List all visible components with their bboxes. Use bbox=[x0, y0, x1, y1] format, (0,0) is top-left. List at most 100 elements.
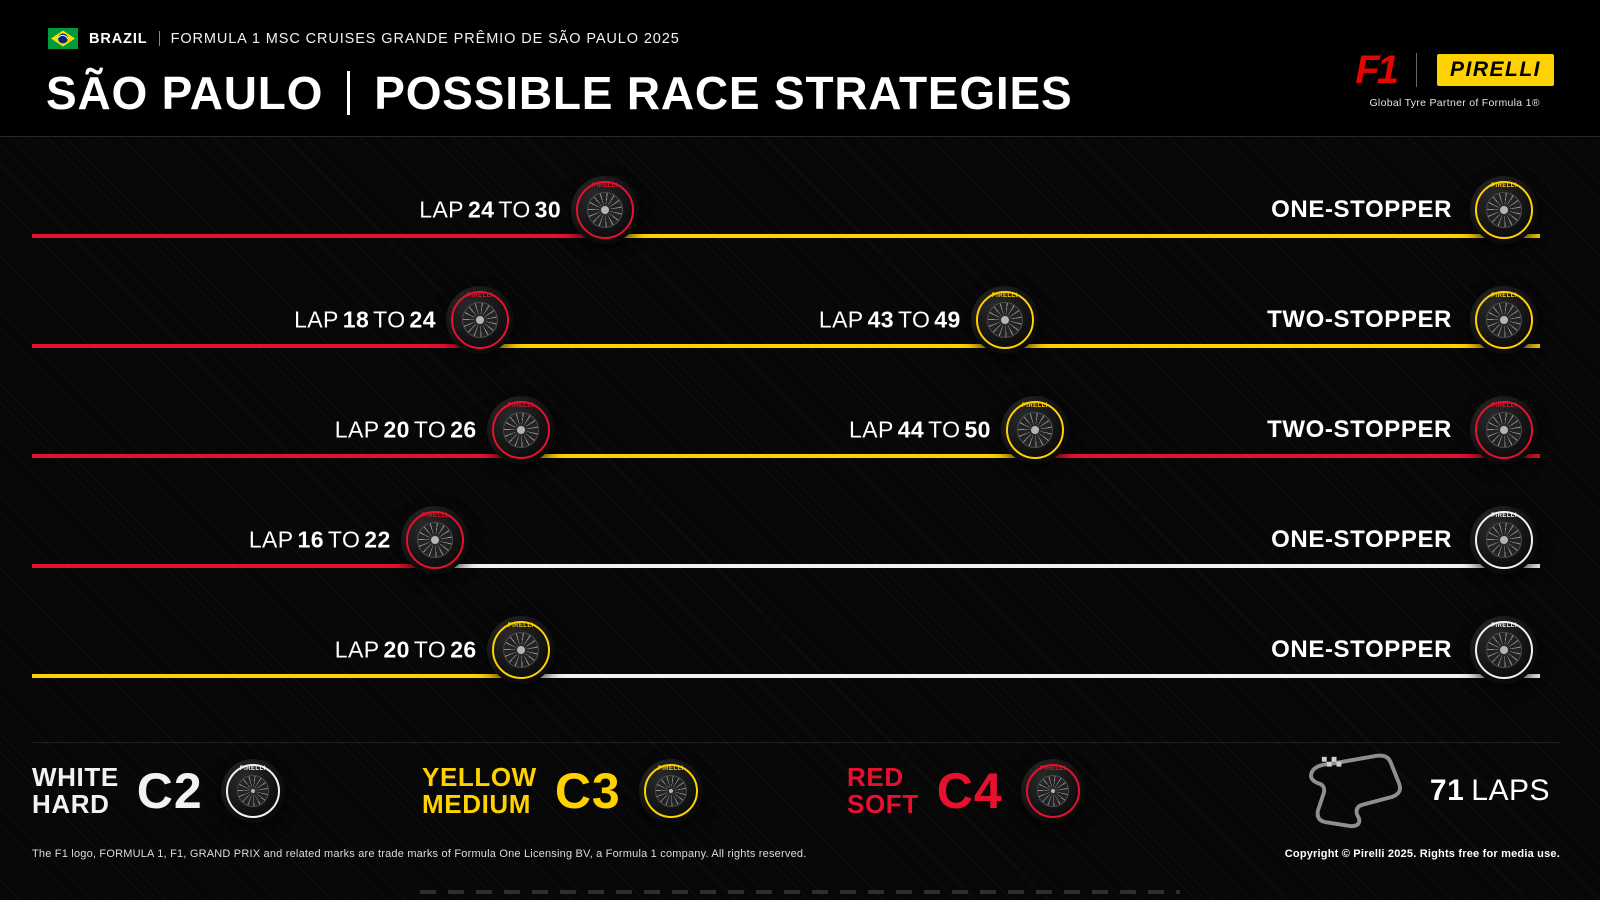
tyre-compound-band bbox=[975, 291, 1034, 349]
tyre-rim bbox=[986, 302, 1023, 338]
strategy-type-label: ONE-STOPPER bbox=[1271, 636, 1452, 663]
tyre-compound-band bbox=[1475, 291, 1533, 349]
stint-segment-soft bbox=[32, 234, 606, 238]
stint-segment-medium bbox=[605, 234, 1540, 238]
tyre-brand-label: PIRELLI bbox=[1021, 402, 1048, 409]
tyre-compound-band bbox=[405, 511, 464, 569]
partner-logos: F1 PIRELLI Global Tyre Partner of Formul… bbox=[1355, 50, 1554, 109]
compound-color-word: YELLOW bbox=[422, 761, 537, 792]
tyre-hub bbox=[1498, 204, 1510, 216]
laps-word: LAPS bbox=[1471, 774, 1550, 807]
tyre-medium-icon: PIRELLI bbox=[1470, 176, 1538, 244]
laps-number: 71 bbox=[1429, 774, 1465, 807]
tyre-compound-band bbox=[643, 764, 698, 818]
stint-segment-medium bbox=[32, 674, 521, 678]
title-divider bbox=[347, 71, 351, 115]
compound-legend: WHITE HARD C2 PIRELLI YELLOW MEDIUM C3 P… bbox=[32, 742, 1560, 839]
pit-window-label: LAP 18 TO 24 bbox=[290, 307, 436, 334]
lap-from: 24 bbox=[467, 196, 495, 223]
strategy-type-label: ONE-STOPPER bbox=[1271, 526, 1452, 553]
compound-name-word: SOFT bbox=[847, 789, 919, 819]
lap-word: LAP bbox=[248, 526, 294, 553]
tyre-compound-band bbox=[1475, 621, 1533, 679]
stint-segment-hard bbox=[520, 674, 1540, 678]
title-location: SÃO PAULO bbox=[46, 67, 324, 119]
pirelli-logo: PIRELLI bbox=[1436, 54, 1554, 86]
compound-code: C4 bbox=[936, 763, 1003, 819]
tyre-hub bbox=[248, 787, 257, 795]
race-timeline bbox=[32, 564, 1540, 568]
tyre-compound-band bbox=[1475, 511, 1533, 569]
lap-word: LAP bbox=[334, 636, 380, 663]
tyre-soft-icon: PIRELLI bbox=[486, 396, 555, 464]
tyre-hard-icon: PIRELLI bbox=[1470, 616, 1538, 684]
to-word: TO bbox=[413, 636, 447, 663]
lap-from: 16 bbox=[297, 526, 324, 553]
tyre-medium-icon: PIRELLI bbox=[970, 286, 1039, 354]
divider bbox=[158, 31, 160, 46]
title-headline: POSSIBLE RACE STRATEGIES bbox=[374, 67, 1073, 119]
tyre-hub bbox=[1028, 424, 1041, 436]
tyre-soft-icon: PIRELLI bbox=[1470, 396, 1538, 464]
lap-word: LAP bbox=[419, 196, 464, 223]
tyre-compound-band bbox=[450, 291, 509, 349]
lap-word: LAP bbox=[818, 306, 864, 333]
perforation-decoration bbox=[420, 890, 1180, 894]
tyre-medium-icon: PIRELLI bbox=[486, 616, 555, 684]
tyre-brand-label: PIRELLI bbox=[1039, 765, 1066, 772]
lap-to: 26 bbox=[450, 416, 477, 443]
tyre-hub bbox=[666, 787, 675, 795]
lap-to: 26 bbox=[450, 636, 477, 663]
to-word: TO bbox=[373, 306, 406, 333]
stint-segment-soft bbox=[1034, 454, 1540, 458]
lap-to: 22 bbox=[364, 526, 391, 553]
tyre-compound-band bbox=[1005, 401, 1064, 459]
lap-from: 43 bbox=[867, 306, 894, 333]
logo-row: F1 PIRELLI bbox=[1355, 50, 1554, 90]
trademark-notice: The F1 logo, FORMULA 1, F1, GRAND PRIX a… bbox=[32, 848, 807, 860]
strategy-row: PIRELLI LAP 18 TO 24 PIRELLI LAP 43 TO 49 PIRELLI T… bbox=[32, 260, 1540, 370]
compound-color-word: WHITE bbox=[32, 761, 119, 792]
tyre-hub bbox=[1498, 534, 1510, 546]
tyre-brand-label: PIRELLI bbox=[239, 765, 266, 772]
tyre-compound-band bbox=[225, 764, 280, 818]
event-country: BRAZIL bbox=[89, 30, 148, 47]
tyre-medium-icon: PIRELLI bbox=[1470, 286, 1538, 354]
race-timeline bbox=[32, 454, 1540, 458]
tyre-rim bbox=[587, 192, 624, 228]
race-timeline bbox=[32, 344, 1540, 348]
tyre-compound-band bbox=[491, 621, 550, 679]
stint-segment-soft bbox=[32, 344, 480, 348]
tyre-hub bbox=[1048, 787, 1057, 795]
event-title: FORMULA 1 MSC CRUISES GRANDE PRÊMIO DE S… bbox=[170, 30, 680, 47]
pit-window-label: LAP 43 TO 49 bbox=[815, 307, 961, 334]
compound-words: WHITE HARD bbox=[32, 761, 119, 818]
tyre-compound-band bbox=[576, 181, 635, 239]
lap-to: 30 bbox=[534, 196, 562, 223]
lap-from: 44 bbox=[897, 416, 925, 443]
to-word: TO bbox=[928, 416, 961, 443]
compound-name-word: MEDIUM bbox=[422, 789, 532, 819]
tyre-brand-label: PIRELLI bbox=[421, 512, 448, 519]
tyre-hub bbox=[1498, 644, 1510, 656]
lap-to: 24 bbox=[409, 306, 436, 333]
tyre-soft-icon: PIRELLI bbox=[445, 286, 514, 354]
legend-item-medium: YELLOW MEDIUM C3 PIRELLI bbox=[422, 759, 703, 823]
strategy-type-label: TWO-STOPPER bbox=[1267, 306, 1452, 333]
tyre-hub bbox=[428, 534, 441, 546]
pit-window-label: LAP 20 TO 26 bbox=[331, 637, 477, 664]
lap-to: 49 bbox=[934, 306, 961, 333]
tyre-brand-label: PIRELLI bbox=[507, 402, 534, 409]
tyre-brand-label: PIRELLI bbox=[592, 182, 618, 189]
strategy-row: PIRELLI LAP 20 TO 26 PIRELLI ONE-STOPPER bbox=[32, 590, 1540, 700]
laps-count: 71 LAPS bbox=[1430, 774, 1550, 808]
track-map-icon bbox=[1308, 753, 1402, 829]
tyre-medium-icon: PIRELLI bbox=[1000, 396, 1069, 464]
to-word: TO bbox=[897, 306, 931, 333]
tyre-brand-label: PIRELLI bbox=[1491, 182, 1517, 189]
tyre-hard-icon: PIRELLI bbox=[1470, 506, 1538, 574]
tyre-medium-icon: PIRELLI bbox=[638, 759, 703, 823]
brazil-flag-icon bbox=[48, 28, 78, 49]
pit-window-label: LAP 20 TO 26 bbox=[331, 417, 477, 444]
to-word: TO bbox=[498, 196, 531, 223]
